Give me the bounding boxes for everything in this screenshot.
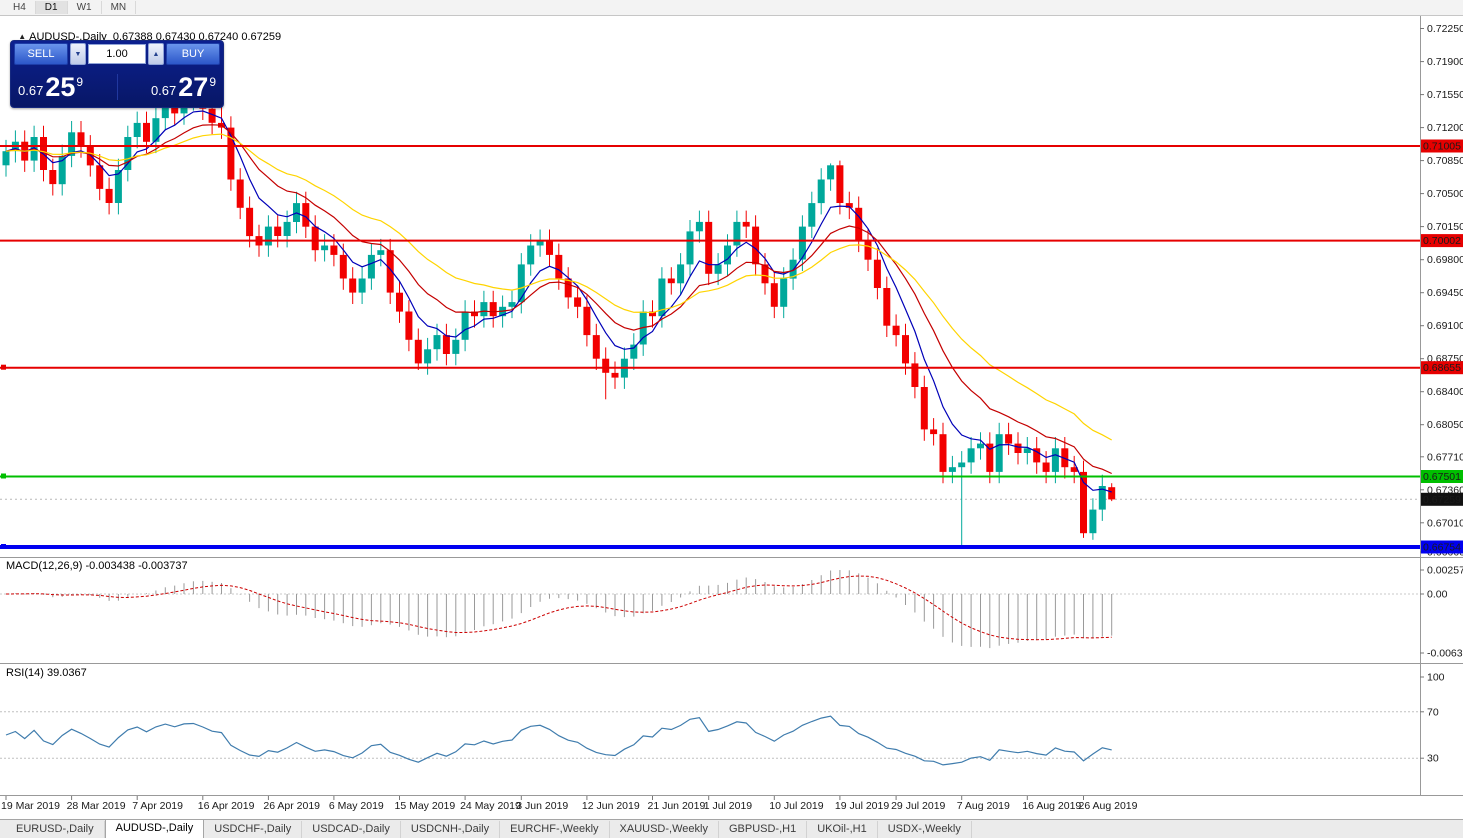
svg-text:0.67010: 0.67010: [1427, 517, 1463, 529]
volume-decrement-button[interactable]: ▼: [70, 43, 86, 65]
svg-text:0.68655: 0.68655: [1423, 362, 1461, 374]
buy-button[interactable]: BUY: [166, 43, 220, 65]
buy-price-base: 0.67: [150, 82, 177, 98]
svg-text:10 Jul 2019: 10 Jul 2019: [769, 800, 823, 812]
timeframe-toolbar: H4 D1 W1 MN: [0, 0, 1463, 16]
svg-text:0.70002: 0.70002: [1423, 235, 1461, 247]
svg-text:0.67710: 0.67710: [1427, 451, 1463, 463]
svg-text:-0.006326: -0.006326: [1427, 648, 1463, 660]
tab-ukoil-h1[interactable]: UKOil-,H1: [807, 821, 878, 838]
svg-text:19 Mar 2019: 19 Mar 2019: [1, 800, 60, 812]
tab-eurusd-daily[interactable]: EURUSD-,Daily: [6, 821, 105, 838]
tab-audusd-daily[interactable]: AUDUSD-,Daily: [104, 819, 205, 838]
svg-text:0.69450: 0.69450: [1427, 287, 1463, 299]
buy-price-pips: 27: [178, 71, 209, 102]
tab-usdcnh-daily[interactable]: USDCNH-,Daily: [401, 821, 501, 838]
svg-text:0.71900: 0.71900: [1427, 56, 1463, 68]
buy-price[interactable]: 0.67 27 9: [150, 71, 216, 102]
sell-button[interactable]: SELL: [14, 43, 68, 65]
volume-input[interactable]: [88, 44, 146, 64]
svg-text:0.72250: 0.72250: [1427, 23, 1463, 35]
svg-text:7 Apr 2019: 7 Apr 2019: [132, 800, 183, 812]
tab-usdcad-daily[interactable]: USDCAD-,Daily: [302, 821, 401, 838]
triangle-up-icon: ▲: [152, 50, 160, 58]
volume-increment-button[interactable]: ▲: [148, 43, 164, 65]
svg-text:24 May 2019: 24 May 2019: [460, 800, 521, 812]
macd-label: MACD(12,26,9) -0.003438 -0.003737: [6, 560, 188, 572]
svg-text:0.71005: 0.71005: [1423, 141, 1461, 153]
tab-usdx-weekly[interactable]: USDX-,Weekly: [878, 821, 972, 838]
svg-text:7 Aug 2019: 7 Aug 2019: [957, 800, 1010, 812]
svg-text:0.70850: 0.70850: [1427, 155, 1463, 167]
svg-text:21 Jun 2019: 21 Jun 2019: [648, 800, 706, 812]
svg-text:19 Jul 2019: 19 Jul 2019: [835, 800, 889, 812]
tab-gbpusd-h1[interactable]: GBPUSD-,H1: [719, 821, 808, 838]
svg-text:0.67501: 0.67501: [1423, 471, 1461, 483]
svg-text:12 Jun 2019: 12 Jun 2019: [582, 800, 640, 812]
symbol-tab-bar: EURUSD-,Daily AUDUSD-,Daily USDCHF-,Dail…: [0, 819, 1463, 838]
svg-text:0.002574: 0.002574: [1427, 565, 1463, 577]
svg-text:15 May 2019: 15 May 2019: [395, 800, 456, 812]
timeframe-h4-button[interactable]: H4: [4, 1, 36, 14]
tab-eurchf-weekly[interactable]: EURCHF-,Weekly: [500, 821, 610, 838]
timeframe-w1-button[interactable]: W1: [68, 1, 102, 14]
tab-xauusd-weekly[interactable]: XAUUSD-,Weekly: [610, 821, 719, 838]
buy-price-sup: 9: [209, 74, 216, 89]
sell-price-sup: 9: [76, 74, 84, 89]
svg-text:0.69800: 0.69800: [1427, 254, 1463, 266]
sell-price[interactable]: 0.67 25 9: [18, 71, 84, 102]
sell-price-pips: 25: [45, 71, 76, 102]
timeframe-d1-button[interactable]: D1: [35, 1, 68, 14]
svg-text:16 Apr 2019: 16 Apr 2019: [198, 800, 255, 812]
svg-text:0.71200: 0.71200: [1427, 122, 1463, 134]
svg-text:0.68050: 0.68050: [1427, 419, 1463, 431]
svg-text:0.70500: 0.70500: [1427, 188, 1463, 200]
svg-text:0.67259: 0.67259: [1423, 494, 1461, 506]
sell-price-base: 0.67: [18, 82, 44, 98]
triangle-up-icon: ▲: [18, 32, 27, 41]
svg-text:29 Jul 2019: 29 Jul 2019: [891, 800, 945, 812]
svg-text:3 Jun 2019: 3 Jun 2019: [516, 800, 568, 812]
one-click-trading-panel: SELL ▼ ▲ BUY 0.67 25 9 0.67 27 9: [10, 40, 224, 108]
svg-text:1 Jul 2019: 1 Jul 2019: [704, 800, 753, 812]
svg-text:0.68400: 0.68400: [1427, 386, 1463, 398]
svg-text:16 Aug 2019: 16 Aug 2019: [1022, 800, 1081, 812]
svg-text:0.00: 0.00: [1427, 589, 1448, 601]
triangle-down-icon: ▼: [74, 50, 82, 58]
svg-text:28 Mar 2019: 28 Mar 2019: [67, 800, 126, 812]
svg-text:70: 70: [1427, 706, 1439, 718]
svg-text:30: 30: [1427, 753, 1439, 765]
tab-usdchf-daily[interactable]: USDCHF-,Daily: [204, 821, 303, 838]
svg-text:0.71550: 0.71550: [1427, 89, 1463, 101]
svg-text:26 Aug 2019: 26 Aug 2019: [1079, 800, 1138, 812]
svg-text:26 Apr 2019: 26 Apr 2019: [263, 800, 320, 812]
svg-text:6 May 2019: 6 May 2019: [329, 800, 384, 812]
price-divider: [116, 74, 118, 100]
svg-text:0.70150: 0.70150: [1427, 221, 1463, 233]
rsi-label: RSI(14) 39.0367: [6, 667, 87, 679]
svg-text:0.66754: 0.66754: [1423, 542, 1461, 554]
svg-text:0.69100: 0.69100: [1427, 320, 1463, 332]
svg-text:100: 100: [1427, 672, 1445, 684]
timeframe-mn-button[interactable]: MN: [102, 1, 137, 14]
